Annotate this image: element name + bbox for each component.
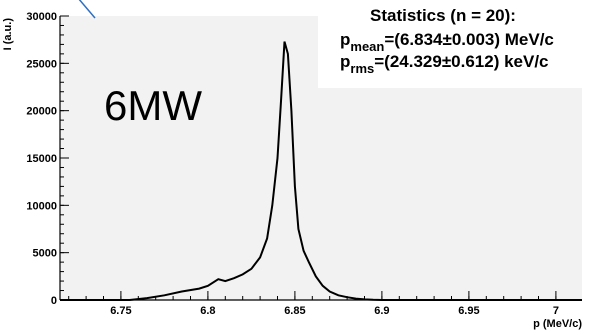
annotation-label: 6MW [104, 82, 202, 129]
rms-value: =(24.329±0.612) keV/c [374, 52, 549, 71]
statistics-title: Statistics (n = 20): [370, 6, 516, 25]
y-tick-label: 0 [51, 295, 57, 307]
x-tick-label: 6.9 [374, 305, 389, 317]
rms-subscript: rms [350, 61, 375, 76]
y-tick-label: 5000 [33, 248, 57, 260]
x-tick-label: 7 [553, 305, 559, 317]
mean-subscript: mean [350, 39, 385, 54]
y-tick-label: 15000 [26, 153, 57, 165]
rms-symbol: p [340, 52, 351, 71]
mean-symbol: p [340, 30, 351, 49]
x-tick-label: 6.85 [284, 305, 305, 317]
arrow-marker [78, 0, 96, 19]
y-tick-label: 20000 [26, 106, 57, 118]
y-axis-label: I (a.u.) [2, 18, 14, 51]
x-tick-label: 6.95 [458, 305, 479, 317]
x-tick-label: 6.8 [200, 305, 215, 317]
y-tick-label: 25000 [26, 58, 57, 70]
statistics-mean: pmean=(6.834±0.003) MeV/c [340, 30, 554, 54]
statistics-box: Statistics (n = 20): pmean=(6.834±0.003)… [318, 0, 613, 88]
x-axis-label: p (MeV/c) [533, 318, 582, 330]
y-tick-label: 30000 [26, 11, 57, 23]
y-tick-label: 10000 [26, 200, 57, 212]
axes: 6.75 6.8 6.85 6.9 6.95 7 0 5000 10000 15000 20000 2… [2, 11, 582, 330]
series-line [60, 41, 582, 301]
x-tick-label: 6.75 [110, 305, 131, 317]
mean-value: =(6.834±0.003) MeV/c [384, 30, 554, 49]
statistics-rms: prms=(24.329±0.612) keV/c [340, 52, 549, 76]
